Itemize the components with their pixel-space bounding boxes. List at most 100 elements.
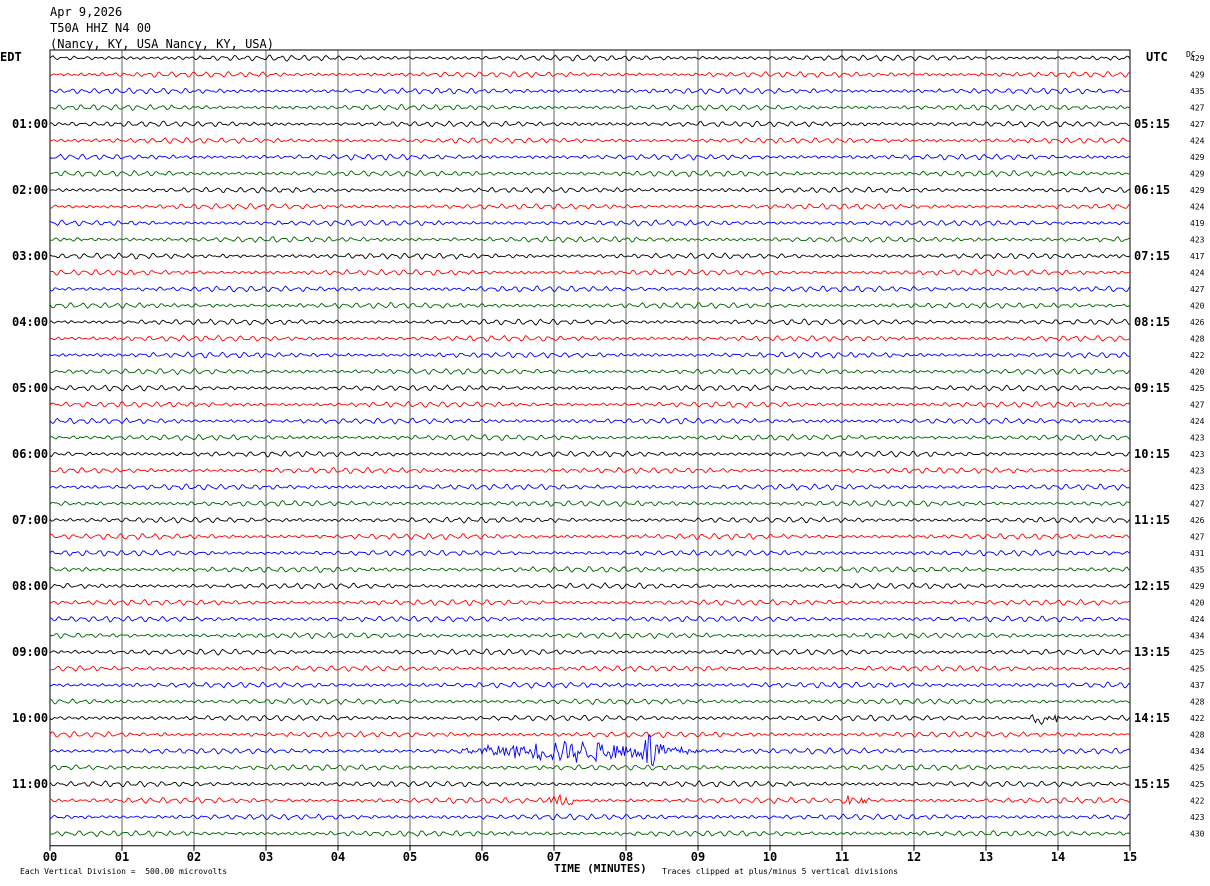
trace-row [49,793,1130,806]
dc-offset-label: 423 [1190,483,1205,492]
trace-row [49,252,1131,260]
trace-row [49,202,1131,211]
dc-offset-label: 435 [1190,87,1205,96]
left-time-label: 09:00 [12,645,48,659]
dc-offset-label: 420 [1190,368,1205,377]
right-time-label: 07:15 [1134,249,1170,263]
dc-header: DC [1186,50,1196,59]
right-time-label: 06:15 [1134,183,1170,197]
dc-offset-label: 423 [1190,236,1205,245]
trace-row [49,532,1131,541]
grid-lines [49,49,1131,851]
dc-offset-label: 424 [1190,203,1205,212]
dc-offset-label: 424 [1190,137,1205,146]
trace-row [49,466,1131,475]
dc-offset-label: 426 [1190,516,1205,525]
dc-offset-label: 423 [1190,450,1205,459]
scale-note: Each Vertical Division = 500.00 microvol… [20,867,228,876]
left-timezone: EDT [0,50,22,64]
trace-row [49,368,1131,376]
dc-offset-label: 429 [1190,186,1205,195]
x-tick-label: 01 [115,850,129,864]
dc-offset-label: 425 [1190,384,1205,393]
x-tick-label: 06 [475,850,489,864]
dc-offset-label: 435 [1190,566,1205,575]
left-time-label: 04:00 [12,315,48,329]
trace-row [50,137,1131,144]
x-tick-label: 02 [187,850,201,864]
right-time-label: 12:15 [1134,579,1170,593]
dc-offset-label: 434 [1190,747,1205,756]
trace-row [49,169,1131,178]
trace-row [50,268,1130,276]
dc-offset-label: 427 [1190,500,1205,509]
dc-offset-label: 429 [1190,170,1205,179]
dc-offset-label: 425 [1190,764,1205,773]
left-time-label: 07:00 [12,513,48,527]
trace-row [49,351,1131,359]
dc-offset-label: 427 [1190,285,1205,294]
dc-offset-label: 434 [1190,632,1205,641]
trace-row [49,153,1131,161]
x-tick-label: 11 [835,850,849,864]
dc-offset-label: 424 [1190,615,1205,624]
dc-offset-label: 437 [1190,681,1205,690]
dc-offset-label: 423 [1190,434,1205,443]
trace-row [49,186,1131,194]
trace-row [49,219,1131,227]
trace-group [49,54,1131,838]
trace-row [49,566,1131,573]
trace-row [49,780,1131,788]
trace-row [49,730,1131,739]
trace-row [49,70,1131,79]
station-name: T50A HHZ N4 00 [50,21,152,35]
right-time-label: 13:15 [1134,645,1170,659]
x-tick-label: 03 [259,850,273,864]
right-time-label: 10:15 [1134,447,1170,461]
x-tick-label: 05 [403,850,417,864]
trace-row [49,103,1131,112]
trace-row [49,400,1131,409]
x-tick-label: 14 [1051,850,1065,864]
left-time-label: 05:00 [12,381,48,395]
trace-row [49,734,1131,767]
trace-row [49,665,1131,673]
x-tick-label: 15 [1123,850,1137,864]
x-tick-label: 12 [907,850,921,864]
trace-row [49,384,1131,392]
dc-offset-label: 422 [1190,797,1205,806]
trace-row [49,301,1131,310]
dc-offset-label: 425 [1190,780,1205,789]
x-tick-label: 00 [43,850,57,864]
left-time-label: 11:00 [12,777,48,791]
dc-offset-label: 428 [1190,698,1205,707]
station-location: (Nancy, KY, USA Nancy, KY, USA) [50,37,274,51]
dc-offset-label: 422 [1190,351,1205,360]
trace-row [49,433,1131,442]
trace-row [49,549,1131,557]
dc-offset-label: 427 [1190,120,1205,129]
trace-row [49,87,1131,95]
trace-row [49,764,1131,772]
trace-row [49,582,1131,590]
trace-row [49,681,1131,689]
dc-offset-label: 429 [1190,54,1205,63]
trace-row [49,499,1131,507]
x-tick-label: 07 [547,850,561,864]
dc-offset-label: 427 [1190,533,1205,542]
trace-row [50,318,1131,326]
dc-offset-label: 425 [1190,665,1205,674]
x-tick-label: 10 [763,850,777,864]
left-time-label: 10:00 [12,711,48,725]
dc-offset-label: 427 [1190,401,1205,410]
trace-row [49,417,1131,425]
trace-row [49,236,1131,244]
trace-row [49,615,1131,623]
left-time-label: 08:00 [12,579,48,593]
x-tick-label: 13 [979,850,993,864]
right-time-label: 14:15 [1134,711,1170,725]
dc-offset-label: 424 [1190,269,1205,278]
clip-note: Traces clipped at plus/minus 5 vertical … [662,867,899,876]
x-tick-label: 04 [331,850,345,864]
trace-row [49,713,1131,726]
